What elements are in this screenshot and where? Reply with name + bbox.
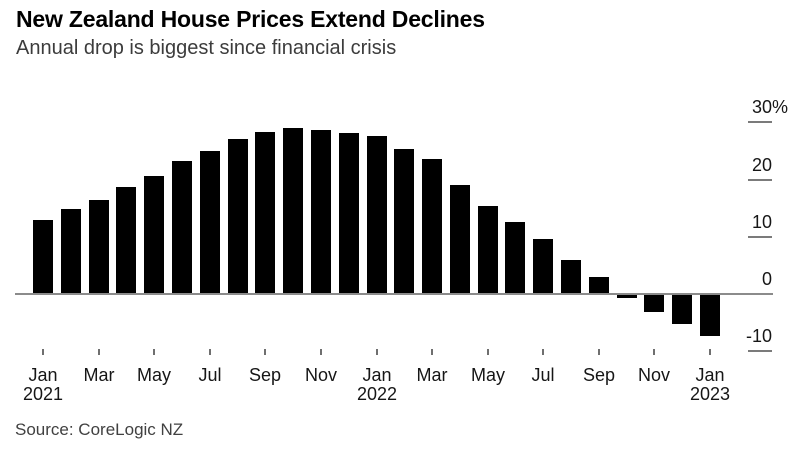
y-tick-dash <box>748 121 772 123</box>
bar <box>116 187 136 293</box>
y-tick-label: 30% <box>751 97 789 117</box>
bar <box>589 277 609 293</box>
bar <box>644 295 664 312</box>
x-tick-label: Jan 2023 <box>675 366 745 404</box>
y-tick-label: -10 <box>745 326 772 346</box>
x-tick-label: May <box>453 366 523 385</box>
month-label: Jan <box>695 365 725 385</box>
zero-axis-line <box>15 293 773 295</box>
bar <box>283 128 303 293</box>
x-tick-label: May <box>119 366 189 385</box>
bar <box>311 130 331 293</box>
year-label: 2023 <box>689 384 731 404</box>
x-tick-mark <box>431 349 433 355</box>
x-tick-mark <box>598 349 600 355</box>
month-label: Mar <box>416 365 448 385</box>
month-label: May <box>470 365 505 385</box>
bar <box>255 132 275 293</box>
bar <box>450 185 470 293</box>
bar <box>172 161 192 293</box>
bar <box>700 295 720 336</box>
bar <box>89 200 109 293</box>
bar <box>505 222 525 293</box>
chart-subtitle: Annual drop is biggest since financial c… <box>16 37 397 59</box>
y-tick-label: 20 <box>751 155 772 175</box>
bar <box>228 139 248 293</box>
year-label: 2022 <box>356 384 398 404</box>
month-label: Jul <box>531 365 555 385</box>
x-tick-label: Jan 2022 <box>342 366 412 404</box>
month-label: Mar <box>83 365 115 385</box>
month-label: Jan <box>362 365 392 385</box>
x-tick-mark <box>153 349 155 355</box>
x-tick-label: Sep <box>230 366 300 385</box>
bar <box>478 206 498 293</box>
y-tick-dash <box>748 236 772 238</box>
source-note: Source: CoreLogic NZ <box>15 420 184 439</box>
x-tick-mark <box>542 349 544 355</box>
x-tick-label: Jan 2021 <box>8 366 78 404</box>
x-tick-label: Jul <box>175 366 245 385</box>
bar <box>672 295 692 324</box>
x-tick-mark <box>320 349 322 355</box>
bar <box>422 159 442 293</box>
x-tick-mark <box>487 349 489 355</box>
x-tick-label: Sep <box>564 366 634 385</box>
y-tick-label: 0 <box>761 269 772 289</box>
bar <box>144 176 164 293</box>
month-label: Nov <box>637 365 670 385</box>
chart-title: New Zealand House Prices Extend Declines <box>16 6 485 32</box>
bar <box>339 133 359 293</box>
x-tick-mark <box>42 349 44 355</box>
x-tick-mark <box>264 349 266 355</box>
x-tick-mark <box>209 349 211 355</box>
bar <box>394 149 414 293</box>
x-tick-label: Jul <box>508 366 578 385</box>
x-tick-label: Mar <box>397 366 467 385</box>
y-tick-label: 10 <box>751 212 772 232</box>
x-tick-label: Mar <box>64 366 134 385</box>
month-label: Sep <box>248 365 282 385</box>
year-label: 2021 <box>22 384 64 404</box>
month-label: Jan <box>28 365 58 385</box>
y-tick-dash <box>748 179 772 181</box>
x-tick-label: Nov <box>619 366 689 385</box>
bar <box>33 220 53 293</box>
x-tick-mark <box>376 349 378 355</box>
month-label: Sep <box>582 365 616 385</box>
bar <box>367 136 387 293</box>
month-label: Jul <box>198 365 222 385</box>
x-tick-mark <box>653 349 655 355</box>
bar <box>61 209 81 293</box>
percent-sign: % <box>772 97 789 117</box>
bar <box>200 151 220 293</box>
y-tick-dash <box>748 350 772 352</box>
month-label: May <box>136 365 171 385</box>
month-label: Nov <box>304 365 337 385</box>
bar <box>617 295 637 298</box>
x-tick-mark <box>98 349 100 355</box>
x-tick-label: Nov <box>286 366 356 385</box>
x-tick-mark <box>709 349 711 355</box>
bar <box>533 239 553 293</box>
bar <box>561 260 581 293</box>
